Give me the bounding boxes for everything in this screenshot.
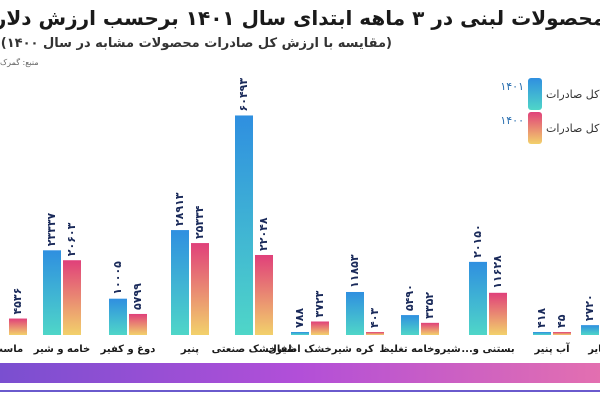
value-label-1400-9: ۴۵: [555, 314, 568, 328]
bars-group: ۴۵۳۶ ماست ۲۳۳۳۷ ۲۰۶۰۳ خامه و شیر ۱۰۰۰۵ ۵۷۹۹ دوغ…: [0, 78, 600, 355]
legend-item-1401: ۱۴۰۱ ارزش کل صادرات: [500, 78, 600, 110]
value-label-1400-0: ۴۵۳۶: [11, 288, 24, 315]
value-label-1400-4: ۲۲۰۴۸: [257, 217, 270, 251]
legend-year-1400: ۱۴۰۰: [500, 114, 524, 127]
value-label-1400-7: ۳۳۵۲: [423, 292, 436, 319]
bar-1401-9: [533, 332, 551, 335]
bar-1400-2: [129, 313, 147, 335]
bar-1401-6: [346, 291, 364, 335]
value-label-1401-10: ۲۷۲۰: [583, 294, 596, 321]
footer-line: [0, 390, 600, 392]
value-label-1401-5: ۷۸۸: [293, 308, 306, 328]
legend-swatch-1400: [528, 112, 542, 144]
bar-1400-0: [9, 318, 27, 335]
legend-year-1401: ۱۴۰۱: [500, 80, 524, 93]
bar-1401-8: [469, 261, 487, 335]
value-label-1401-4: ۶۰۴۹۳: [237, 78, 250, 112]
category-label-3: پنیر: [180, 344, 199, 355]
value-label-1401-3: ۲۸۹۱۳: [173, 192, 186, 226]
category-label-7: شیروخامه تغلیظ: [379, 344, 460, 355]
value-label-1401-7: ۵۴۹۰: [403, 284, 416, 311]
legend-label-1401: ارزش کل صادرات: [546, 88, 600, 101]
bar-1400-9: [553, 332, 571, 335]
category-label-0: ماست: [0, 344, 23, 355]
category-label-5: شیرخشک اطفال: [268, 344, 352, 355]
legend-label-1400: ارزش کل صادرات: [546, 122, 600, 135]
bar-1400-7: [421, 322, 439, 335]
bar-1401-2: [109, 298, 127, 335]
category-label-4: شیرخشک صنعتی: [212, 344, 297, 355]
legend-swatch-1401: [528, 78, 542, 110]
value-label-1400-2: ۵۷۹۹: [131, 283, 144, 310]
bar-1400-5: [311, 321, 329, 335]
bar-1400-8: [489, 292, 507, 335]
bar-1401-1: [43, 250, 61, 335]
bar-1400-1: [63, 260, 81, 335]
bar-1401-3: [171, 230, 189, 335]
value-label-1401-8: ۲۰۱۵۰: [471, 224, 484, 258]
footer-band: [0, 363, 600, 383]
value-label-1401-2: ۱۰۰۰۵: [111, 261, 124, 295]
category-label-2: دوغ و کفیر: [100, 344, 156, 355]
value-label-1401-6: ۱۱۸۵۳: [348, 254, 361, 288]
source-note: منبع: گمرک: [0, 58, 39, 67]
value-label-1400-3: ۲۵۳۳۴: [193, 205, 206, 239]
category-label-6: کره: [356, 344, 374, 355]
value-label-1400-8: ۱۱۶۲۸: [491, 255, 504, 289]
bar-1401-10: [581, 325, 599, 335]
value-label-1401-9: ۴۱۸: [535, 308, 548, 328]
bar-1400-6: [366, 332, 384, 335]
value-label-1400-6: ۴۰۳: [368, 308, 381, 328]
category-label-9: آب پنیر: [533, 342, 570, 355]
value-label-1401-1: ۲۳۳۳۷: [45, 212, 58, 246]
bar-1401-4: [235, 115, 253, 335]
legend-item-1400: ۱۴۰۰ ارزش کل صادرات: [500, 112, 600, 144]
category-label-1: خامه و شیر: [33, 344, 91, 355]
category-label-8: بستنی و...: [461, 344, 514, 355]
bar-1400-3: [191, 243, 209, 335]
chart-subtitle: (مقایسه با ارزش کل صادرات محصولات مشابه …: [0, 36, 392, 51]
value-label-1400-1: ۲۰۶۰۳: [65, 222, 78, 256]
value-label-1400-5: ۳۷۲۳: [313, 290, 326, 317]
bar-1401-5: [291, 332, 309, 335]
chart-title: محصولات لبنی در ۳ ماهه ابتدای سال ۱۴۰۱ ب…: [0, 6, 600, 30]
bar-1400-4: [255, 254, 273, 335]
category-label-10: سایر: [587, 344, 600, 355]
bar-1401-7: [401, 315, 419, 335]
